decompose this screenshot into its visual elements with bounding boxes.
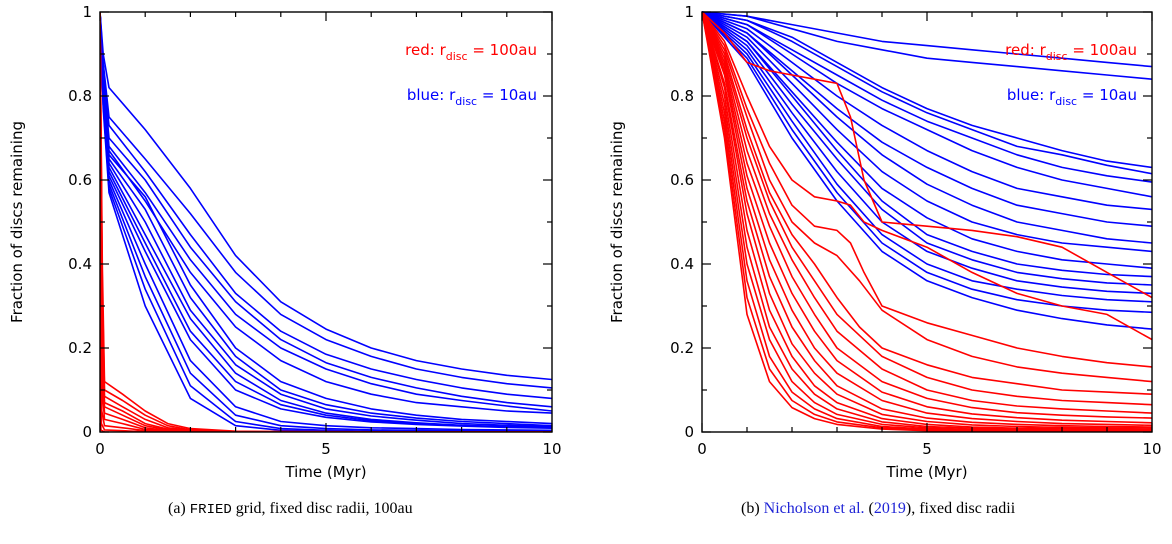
series-line-red-12	[702, 11, 1152, 429]
series-line-blue-4	[100, 11, 552, 408]
legend-subscript: disc	[1055, 95, 1077, 108]
series-line-blue-1	[100, 11, 552, 381]
legend-suffix: = 10au	[477, 86, 537, 104]
y-tick-label: 0.4	[670, 255, 694, 273]
series-line-blue-10	[702, 11, 1152, 253]
legend-prefix: red: r	[1005, 41, 1046, 59]
y-tick-label: 0.6	[670, 171, 694, 189]
x-tick-label: 5	[922, 440, 932, 458]
caption-b-label: (b)	[741, 500, 760, 517]
series-line-blue-12	[702, 11, 1152, 278]
series-line-red-9	[702, 11, 1152, 424]
series-line-blue-14	[702, 11, 1152, 295]
legend-suffix: = 10au	[1077, 86, 1137, 104]
series-line-blue-2	[100, 11, 552, 389]
y-tick-label: 0.8	[68, 87, 92, 105]
series-line-blue-15	[702, 11, 1152, 303]
y-axis-label: Fraction of discs remaining	[608, 121, 626, 323]
series-lines	[100, 11, 552, 432]
series-line-blue-3	[100, 11, 552, 400]
x-tick-label: 0	[697, 440, 707, 458]
caption-b-citation-year-link[interactable]: 2019	[873, 500, 906, 517]
series-line-blue-12	[100, 11, 552, 429]
y-tick-label: 0.2	[68, 339, 92, 357]
y-tick-label: 0.4	[68, 255, 92, 273]
y-tick-label: 0	[684, 423, 694, 441]
x-tick-label: 5	[321, 440, 331, 458]
series-line-red-5	[702, 11, 1152, 395]
legend-entry-2: blue: rdisc = 10au	[407, 86, 537, 108]
caption-b-citation-link[interactable]: Nicholson et al.	[763, 500, 865, 517]
x-tick-label: 10	[542, 440, 561, 458]
legend-entry-2: blue: rdisc = 10au	[1007, 86, 1137, 108]
series-line-blue-6	[702, 11, 1152, 198]
chart-panel-b: 0 5 10 0 0.2 0.4 0.6 0.8 1 Time (Myr) Fraction of …	[608, 3, 1162, 481]
series-line-blue-16	[702, 11, 1152, 314]
series-line-red-8	[702, 11, 1152, 419]
series-line-blue-5	[702, 11, 1152, 183]
series-line-red-4	[702, 11, 1152, 383]
series-line-blue-9	[702, 11, 1152, 244]
series-line-blue-7	[702, 11, 1152, 211]
series-line-blue-13	[702, 11, 1152, 286]
legend-subscript: disc	[455, 95, 477, 108]
legend-suffix: = 100au	[1068, 41, 1137, 59]
series-line-red-2	[702, 11, 1152, 341]
series-line-red-7	[702, 11, 1152, 414]
caption-b: (b) Nicholson et al. (2019), fixed disc …	[741, 500, 1015, 518]
y-tick-label: 0.6	[68, 171, 92, 189]
legend-subscript: disc	[446, 50, 468, 63]
series-line-blue-1	[702, 11, 1152, 68]
legend-prefix: blue: r	[407, 86, 456, 104]
y-tick-label: 0.8	[670, 87, 694, 105]
y-tick-label: 0.2	[670, 339, 694, 357]
series-line-blue-8	[100, 11, 552, 427]
series-line-red-11	[702, 11, 1152, 428]
x-tick-label: 0	[95, 440, 105, 458]
series-line-blue-3	[702, 11, 1152, 169]
caption-a-text: grid, fixed disc radii, 100au	[231, 500, 413, 517]
x-axis-label: Time (Myr)	[885, 463, 967, 481]
x-tick-label: 10	[1142, 440, 1161, 458]
series-line-blue-8	[702, 11, 1152, 227]
series-line-blue-10	[100, 11, 552, 429]
series-line-red-3	[702, 11, 1152, 368]
series-line-blue-11	[100, 11, 552, 429]
series-line-red-13	[702, 11, 1152, 431]
series-line-blue-13	[100, 11, 552, 432]
caption-a-label: (a)	[168, 500, 186, 517]
chart-panel-a: 0 5 10 0 0.2 0.4 0.6 0.8 1 Time (Myr) Fraction of …	[8, 3, 562, 481]
legend-entry-1: red: rdisc = 100au	[405, 41, 537, 63]
y-tick-label: 1	[82, 3, 92, 21]
series-line-blue-4	[702, 11, 1152, 175]
legend-prefix: blue: r	[1007, 86, 1056, 104]
series-line-red-1	[702, 11, 1152, 299]
series-line-red-6	[702, 11, 1152, 406]
legend-subscript: disc	[1046, 50, 1068, 63]
caption-a: (a) FRIED grid, fixed disc radii, 100au	[168, 500, 413, 518]
series-lines	[702, 11, 1152, 432]
y-axis-label: Fraction of discs remaining	[8, 121, 26, 323]
series-line-blue-2	[702, 11, 1152, 80]
series-line-red-10	[702, 11, 1152, 427]
x-axis-label: Time (Myr)	[284, 463, 366, 481]
legend-entry-1: red: rdisc = 100au	[1005, 41, 1137, 63]
series-line-red-15	[702, 11, 1152, 432]
legend-prefix: red: r	[405, 41, 446, 59]
series-line-blue-11	[702, 11, 1152, 269]
caption-b-text: , fixed disc radii	[911, 500, 1016, 517]
y-tick-label: 1	[684, 3, 694, 21]
caption-b-close-paren: )	[905, 500, 912, 517]
series-line-blue-9	[100, 11, 552, 428]
series-line-blue-17	[702, 11, 1152, 330]
caption-b-open-paren: (	[864, 500, 874, 517]
y-tick-label: 0	[82, 423, 92, 441]
legend-suffix: = 100au	[468, 41, 537, 59]
caption-a-mono: FRIED	[189, 502, 232, 518]
